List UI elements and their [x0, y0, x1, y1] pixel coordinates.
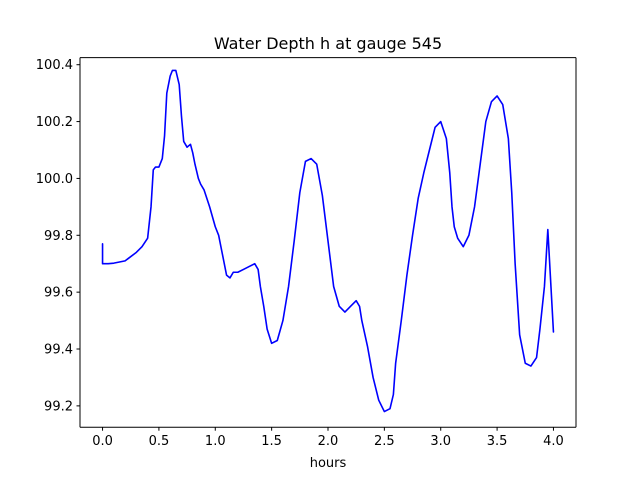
y-tick-label: 99.4: [44, 343, 73, 358]
y-tick-label: 99.8: [44, 229, 73, 244]
x-axis-ticks: 0.0 0.5 1.0 1.5 2.0 2.5 3.0 3.5 4.0: [92, 427, 564, 449]
y-tick-label: 100.0: [36, 172, 73, 187]
y-tick-label: 99.2: [44, 399, 73, 414]
series-line-0: [101, 69, 555, 413]
x-tick-label: 3.5: [487, 434, 508, 449]
x-tick-label: 2.5: [374, 434, 395, 449]
x-tick-label: 4.0: [543, 434, 564, 449]
y-axis-ticks: 99.2 99.4 99.6 99.8 100.0 100.2 100.4: [36, 58, 80, 414]
x-tick-label: 2.0: [318, 434, 339, 449]
x-axis-label: hours: [310, 456, 347, 471]
x-tick-label: 3.0: [430, 434, 451, 449]
y-tick-label: 100.4: [36, 58, 73, 73]
y-tick-label: 100.2: [36, 115, 73, 130]
x-tick-label: 0.0: [92, 434, 113, 449]
x-tick-label: 1.0: [205, 434, 226, 449]
chart-title: Water Depth h at gauge 545: [214, 34, 442, 53]
series-layer: [101, 69, 555, 413]
x-tick-label: 1.5: [261, 434, 282, 449]
x-tick-label: 0.5: [149, 434, 170, 449]
y-tick-label: 99.6: [44, 286, 73, 301]
